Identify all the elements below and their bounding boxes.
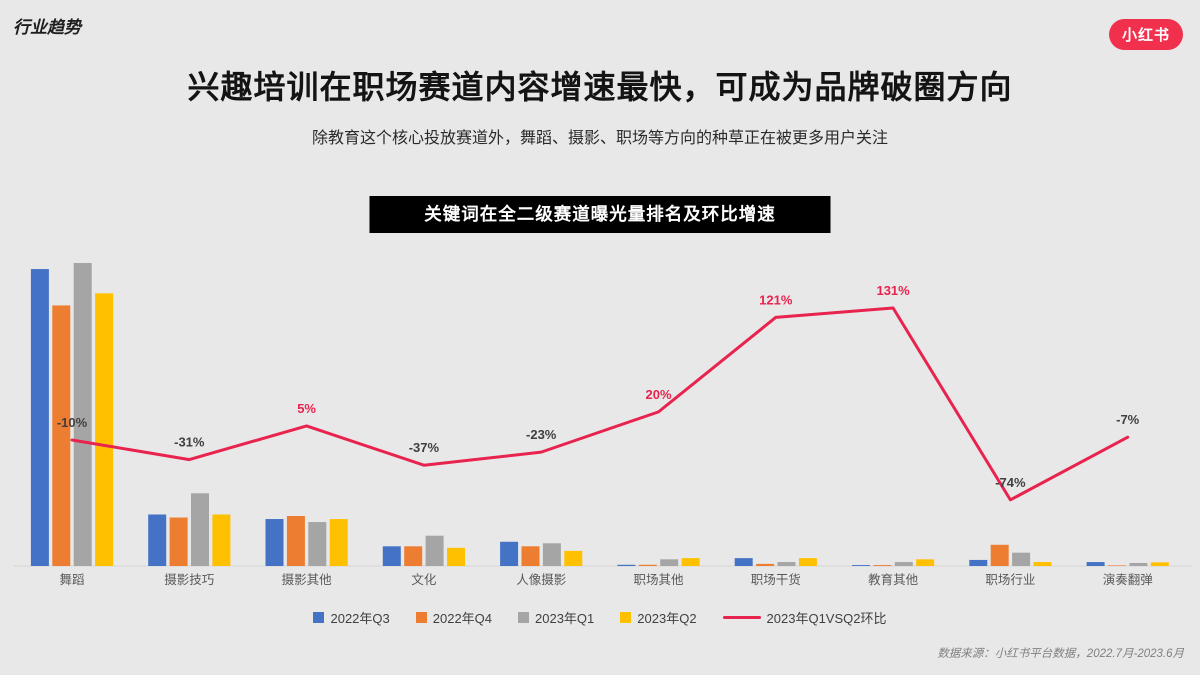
bar (404, 546, 423, 566)
bar (873, 565, 892, 566)
line-value-label: 20% (645, 387, 671, 402)
legend-item: 2022年Q4 (415, 608, 493, 627)
chart-title-banner: 关键词在全二级赛道曝光量排名及环比增速 (369, 196, 831, 233)
legend-item: 2023年Q1 (518, 608, 594, 627)
bar (521, 546, 540, 566)
category-label: 文化 (411, 572, 437, 587)
legend-label: 2023年Q1 (535, 611, 595, 626)
category-label: 演奏翻弹 (1103, 572, 1153, 587)
bar (564, 550, 583, 566)
page-title: 兴趣培训在职场赛道内容增速最快，可成为品牌破圈方向 (187, 69, 1013, 105)
bar (734, 558, 753, 566)
logo-text: 小红书 (1121, 27, 1170, 44)
bar (308, 522, 327, 566)
bar (969, 559, 988, 566)
legend-swatch (518, 612, 530, 623)
page-subtitle: 除教育这个核心投放赛道外，舞蹈、摄影、职场等方向的种草正在被更多用户关注 (311, 130, 888, 147)
bar (191, 493, 209, 566)
category-label: 摄影其他 (282, 572, 333, 587)
bar (852, 565, 870, 566)
bar (286, 516, 305, 566)
bar (1150, 562, 1169, 566)
line-value-label: -23% (526, 427, 557, 442)
bar (148, 514, 167, 566)
legend-label: 2023年Q2 (637, 611, 697, 626)
line-value-label: 5% (297, 401, 316, 416)
bar (638, 564, 657, 566)
category-label: 职场行业 (985, 573, 1035, 587)
category-label: 摄影技巧 (164, 572, 214, 587)
line-value-label: -37% (409, 440, 440, 455)
legend-label: 2022年Q4 (432, 611, 493, 626)
category-label: 舞蹈 (59, 573, 84, 587)
bar (425, 535, 444, 566)
bar (212, 514, 231, 566)
bar (1129, 562, 1148, 566)
trend-line (70, 306, 1130, 502)
line-value-label: -74% (995, 475, 1026, 490)
bar (169, 517, 188, 566)
legend-swatch (313, 612, 325, 623)
data-source-note: 数据来源：小红书平台数据，2022.7月-2023.6月 (937, 648, 1184, 660)
bar (990, 544, 1009, 566)
bar (1086, 562, 1105, 566)
bar (30, 269, 49, 566)
category-label: 教育其他 (868, 572, 919, 587)
chart-title: 关键词在全二级赛道曝光量排名及环比增速 (424, 204, 776, 224)
category-label: 职场其他 (633, 573, 684, 587)
bar (500, 541, 519, 566)
bar (681, 558, 700, 566)
bar (382, 546, 401, 566)
bar (73, 263, 92, 566)
bar (798, 558, 817, 566)
bar (916, 559, 935, 566)
bar (329, 519, 348, 566)
legend-item: 2022年Q3 (313, 608, 390, 627)
line-value-label: 121% (759, 292, 793, 307)
bar (52, 305, 71, 566)
legend-item: 2023年Q1VSQ2环比 (722, 608, 887, 627)
page-tag: 行业趋势 (13, 18, 81, 37)
legend-swatch (415, 612, 427, 623)
line-value-label: -10% (57, 415, 88, 430)
line-value-label: 131% (876, 283, 910, 298)
line-value-label: -31% (174, 435, 205, 450)
bar (617, 564, 636, 566)
legend-swatch (620, 612, 632, 623)
bar (95, 293, 114, 566)
category-label: 人像摄影 (516, 572, 567, 587)
chart-legend: 2022年Q3 2022年Q4 2023年Q1 2023年Q2 2023年Q1VSQ2环… (0, 608, 1200, 627)
bar (1108, 565, 1126, 566)
bar (542, 543, 561, 566)
legend-item: 2023年Q2 (620, 608, 697, 627)
bar (660, 559, 679, 566)
category-label: 职场干货 (751, 572, 801, 587)
legend-line-swatch (722, 615, 761, 620)
bar (777, 562, 796, 566)
bar (447, 547, 465, 566)
bar (1012, 552, 1031, 566)
bar (756, 563, 775, 566)
legend-label: 2023年Q1VSQ2环比 (766, 611, 887, 626)
bar (1033, 562, 1052, 566)
legend-label: 2022年Q3 (330, 611, 390, 626)
line-value-label: -7% (1116, 412, 1140, 427)
bar (894, 562, 913, 566)
xiaohongshu-logo: 小红书 (1108, 19, 1183, 50)
bar (265, 519, 284, 566)
